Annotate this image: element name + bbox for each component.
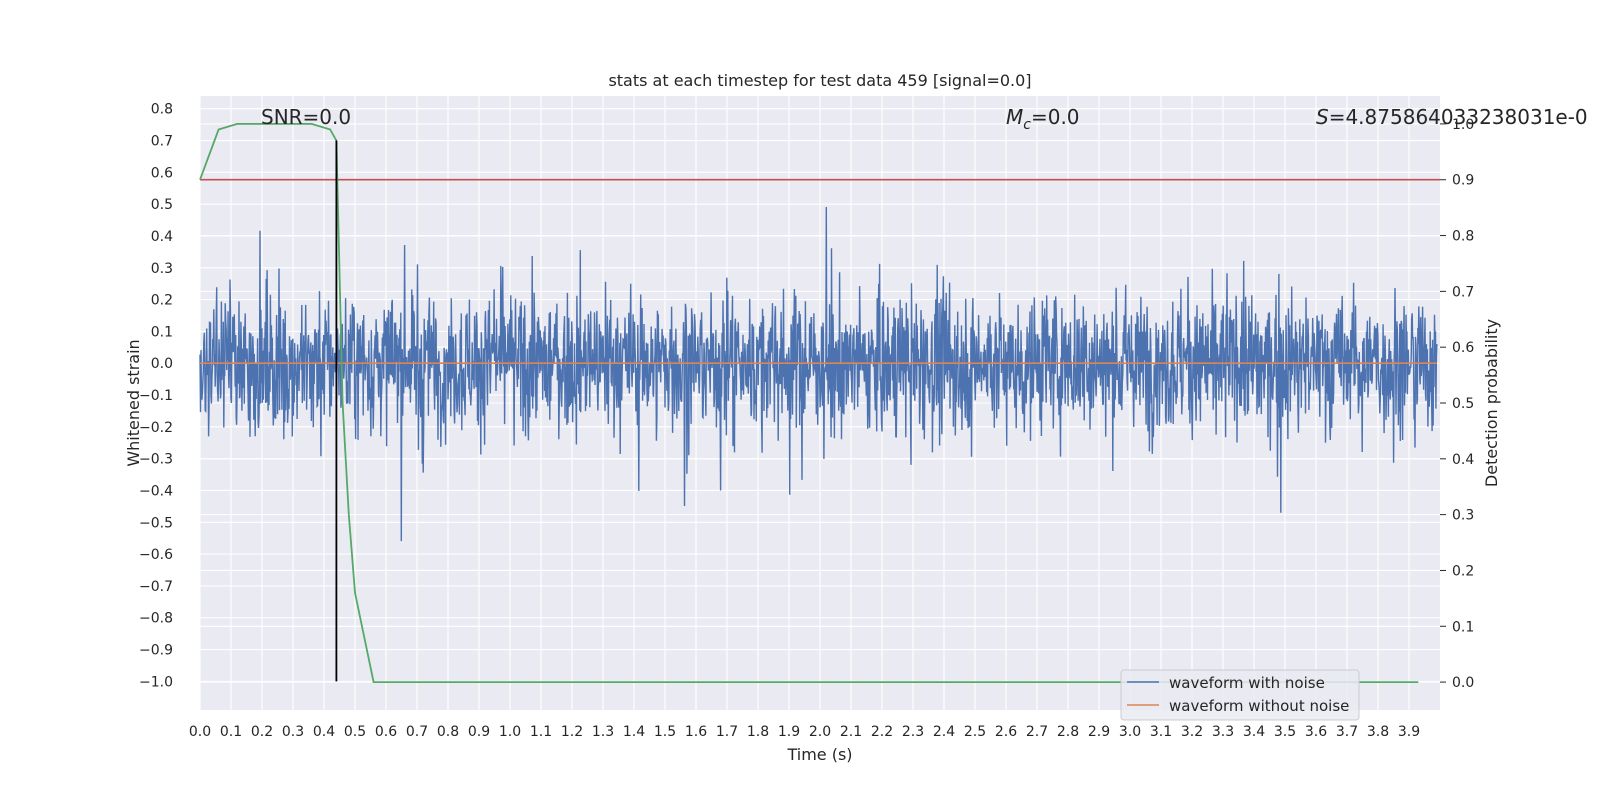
y2-tick-label: 0.0	[1452, 675, 1474, 691]
y2-tick-label: 1.0	[1452, 117, 1474, 133]
y-tick-label: −0.3	[139, 452, 173, 468]
x-tick-label: 3.5	[1274, 724, 1296, 740]
y2-tick-label: 0.8	[1452, 229, 1474, 245]
x-tick-label: 3.4	[1243, 724, 1265, 740]
mc-value: =0.0	[1031, 105, 1080, 129]
x-tick-label: 3.8	[1367, 724, 1389, 740]
y-tick-label: −0.4	[139, 483, 173, 499]
x-axis-label: Time (s)	[786, 745, 852, 764]
y-tick-label: −0.7	[139, 579, 173, 595]
y-axis-label: Whitened strain	[124, 339, 143, 466]
y-tick-label: 0.7	[151, 134, 173, 150]
x-tick-label: 0.7	[406, 724, 428, 740]
y-tick-label: 0.6	[151, 165, 173, 181]
x-tick-label: 1.3	[592, 724, 614, 740]
x-tick-label: 1.2	[561, 724, 583, 740]
y-tick-label: −0.6	[139, 547, 173, 563]
x-tick-label: 2.3	[902, 724, 924, 740]
x-tick-label: 0.6	[375, 724, 397, 740]
s-value: =4.875864033238031e-0	[1329, 105, 1588, 129]
y-tick-label: 0.0	[151, 356, 173, 372]
legend-box	[1120, 669, 1360, 721]
y-tick-label: 0.1	[151, 324, 173, 340]
x-tick-label: 1.7	[716, 724, 738, 740]
x-tick-label: 3.2	[1181, 724, 1203, 740]
x-tick-label: 3.7	[1336, 724, 1358, 740]
x-tick-label: 1.5	[654, 724, 676, 740]
x-tick-label: 3.1	[1150, 724, 1172, 740]
x-tick-label: 0.2	[251, 724, 273, 740]
x-tick-label: 1.4	[623, 724, 645, 740]
x-tick-label: 1.1	[530, 724, 552, 740]
x-tick-label: 3.6	[1305, 724, 1327, 740]
y-tick-label: 0.8	[151, 102, 173, 118]
y-tick-label: 0.3	[151, 261, 173, 277]
x-tick-label: 2.5	[964, 724, 986, 740]
mc-subscript: c	[1023, 117, 1031, 133]
x-tick-label: 0.1	[220, 724, 242, 740]
series-waveform-with-noise	[199, 206, 1438, 542]
y-tick-label: −0.1	[139, 388, 173, 404]
s-annotation: S=4.875864033238031e-0	[1316, 105, 1588, 129]
y2-tick-label: 0.6	[1452, 340, 1474, 356]
y2-tick-label: 0.1	[1452, 619, 1474, 635]
y-tick-label: 0.5	[151, 197, 173, 213]
y-tick-label: −0.2	[139, 420, 173, 436]
x-tick-label: 2.1	[840, 724, 862, 740]
y2-tick-label: 0.9	[1452, 173, 1474, 189]
x-tick-label: 1.9	[778, 724, 800, 740]
series-layer	[199, 123, 1440, 683]
x-tick-label: 2.4	[933, 724, 955, 740]
y-tick-label: 0.4	[151, 229, 173, 245]
legend-label-clean: waveform without noise	[1169, 697, 1349, 715]
x-tick-label: 1.6	[685, 724, 707, 740]
y2-axis-label: Detection probability	[1482, 319, 1501, 487]
y2-tick-label: 0.3	[1452, 508, 1474, 524]
x-tick-label: 2.0	[809, 724, 831, 740]
legend-label-noise: waveform with noise	[1169, 674, 1325, 692]
x-tick-label: 2.8	[1057, 724, 1079, 740]
x-tick-label: 2.2	[871, 724, 893, 740]
series-detection-probability	[199, 123, 1419, 683]
x-tick-label: 1.8	[747, 724, 769, 740]
x-tick-label: 0.9	[468, 724, 490, 740]
y2-tick-label: 0.7	[1452, 284, 1474, 300]
mc-annotation: Mc=0.0	[1006, 105, 1080, 133]
x-tick-label: 0.0	[189, 724, 211, 740]
x-tick-label: 3.3	[1212, 724, 1234, 740]
x-tick-label: 0.8	[437, 724, 459, 740]
x-tick-label: 0.5	[344, 724, 366, 740]
y-tick-label: 0.2	[151, 293, 173, 309]
x-tick-label: 3.0	[1119, 724, 1141, 740]
x-tick-label: 0.4	[313, 724, 335, 740]
x-tick-label: 1.0	[499, 724, 521, 740]
x-tick-label: 2.6	[995, 724, 1017, 740]
s-symbol: S	[1316, 105, 1329, 129]
legend: waveform with noise waveform without noi…	[1120, 669, 1360, 721]
y-tick-label: −0.8	[139, 611, 173, 627]
y-tick-label: −1.0	[139, 674, 173, 690]
y-tick-label: −0.9	[139, 643, 173, 659]
x-tick-label: 0.3	[282, 724, 304, 740]
x-tick-label: 2.9	[1088, 724, 1110, 740]
y2-tick-label: 0.2	[1452, 563, 1474, 579]
x-tick-label: 2.7	[1026, 724, 1048, 740]
mc-symbol: M	[1006, 105, 1023, 129]
axis-layer: 0.0 0.1 0.2 0.3 0.4 0.5 0.6 0.7 0.8 0.9 1.0 1.1 1.2 1…	[139, 102, 1474, 740]
y2-tick-label: 0.5	[1452, 396, 1474, 412]
snr-annotation: SNR=0.0	[261, 105, 351, 129]
x-tick-label: 3.9	[1398, 724, 1420, 740]
y-tick-label: −0.5	[139, 515, 173, 531]
chart-title: stats at each timestep for test data 459…	[608, 71, 1031, 90]
y2-tick-label: 0.4	[1452, 452, 1474, 468]
